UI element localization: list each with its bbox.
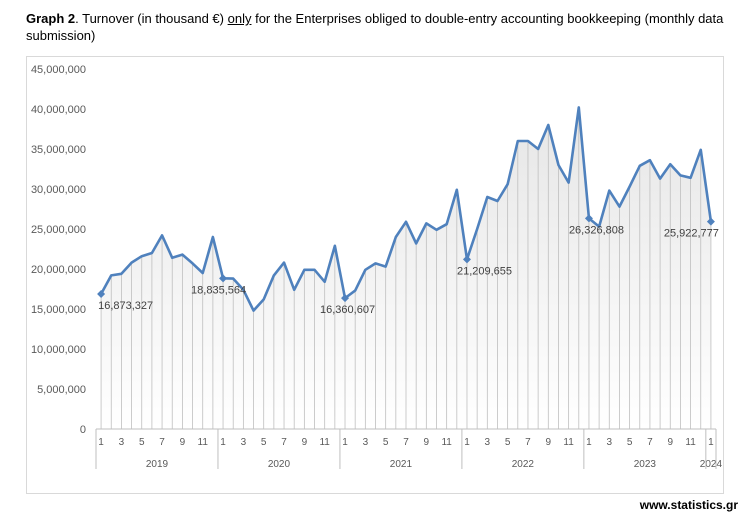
x-tick-label: 7 xyxy=(281,437,287,448)
x-tick-label: 7 xyxy=(159,437,165,448)
data-point-marker xyxy=(584,214,593,223)
data-label: 16,360,607 xyxy=(320,304,375,316)
x-tick-label: 3 xyxy=(606,437,612,448)
y-tick-label: 40,000,000 xyxy=(31,104,86,116)
data-point-marker xyxy=(97,290,106,299)
x-tick-label: 1 xyxy=(708,437,714,448)
data-point-marker xyxy=(462,255,471,264)
y-tick-label: 35,000,000 xyxy=(31,144,86,156)
caption-underlined: only xyxy=(227,11,252,26)
chart-caption: Graph 2. Turnover (in thousand €) only f… xyxy=(26,10,726,44)
year-label: 2019 xyxy=(146,459,169,470)
x-tick-label: 5 xyxy=(505,437,511,448)
x-tick-label: 9 xyxy=(546,437,552,448)
x-tick-label: 3 xyxy=(119,437,125,448)
year-label: 2024 xyxy=(700,459,723,470)
x-tick-label: 1 xyxy=(220,437,226,448)
x-tick-label: 1 xyxy=(98,437,104,448)
y-tick-label: 30,000,000 xyxy=(31,184,86,196)
y-tick-label: 25,000,000 xyxy=(31,224,86,236)
year-label: 2022 xyxy=(512,459,535,470)
data-point-marker xyxy=(219,274,228,283)
x-tick-label: 3 xyxy=(241,437,247,448)
x-tick-label: 3 xyxy=(363,437,369,448)
source-footer: www.statistics.gr xyxy=(639,498,738,512)
x-tick-label: 1 xyxy=(586,437,592,448)
y-tick-label: 10,000,000 xyxy=(31,344,86,356)
x-tick-label: 9 xyxy=(180,437,186,448)
x-tick-label: 9 xyxy=(667,437,673,448)
data-point-marker xyxy=(341,294,350,303)
x-tick-label: 5 xyxy=(383,437,389,448)
y-tick-label: 0 xyxy=(80,424,86,436)
year-label: 2023 xyxy=(634,459,657,470)
data-label: 16,873,327 xyxy=(98,300,153,312)
caption-text-a: . Turnover (in thousand €) xyxy=(75,11,228,26)
year-label: 2021 xyxy=(390,459,413,470)
data-label: 18,835,564 xyxy=(191,284,246,296)
x-tick-label: 9 xyxy=(424,437,430,448)
year-label: 2020 xyxy=(268,459,291,470)
caption-prefix: Graph 2 xyxy=(26,11,76,26)
y-tick-label: 5,000,000 xyxy=(37,384,86,396)
x-tick-label: 7 xyxy=(403,437,409,448)
x-tick-label: 7 xyxy=(525,437,531,448)
data-label: 21,209,655 xyxy=(457,265,512,277)
x-tick-label: 11 xyxy=(319,437,330,448)
x-tick-label: 1 xyxy=(464,437,470,448)
x-tick-label: 11 xyxy=(685,437,696,448)
x-tick-label: 11 xyxy=(563,437,574,448)
x-tick-label: 11 xyxy=(441,437,452,448)
x-tick-label: 7 xyxy=(647,437,653,448)
x-tick-label: 3 xyxy=(485,437,491,448)
data-point-marker xyxy=(706,217,715,226)
y-tick-label: 20,000,000 xyxy=(31,264,86,276)
x-tick-label: 5 xyxy=(139,437,145,448)
series-line xyxy=(99,106,713,312)
x-tick-label: 11 xyxy=(198,437,209,448)
x-tick-label: 5 xyxy=(261,437,267,448)
data-label: 25,922,777 xyxy=(664,228,719,240)
x-tick-label: 5 xyxy=(627,437,633,448)
y-tick-label: 15,000,000 xyxy=(31,304,86,316)
data-label: 26,326,808 xyxy=(569,224,624,236)
caption-text-b: for the Enterprises obliged to double-en… xyxy=(26,11,724,43)
x-tick-label: 1 xyxy=(342,437,348,448)
x-tick-label: 9 xyxy=(302,437,308,448)
chart-frame xyxy=(26,56,724,494)
y-tick-label: 45,000,000 xyxy=(31,64,86,76)
